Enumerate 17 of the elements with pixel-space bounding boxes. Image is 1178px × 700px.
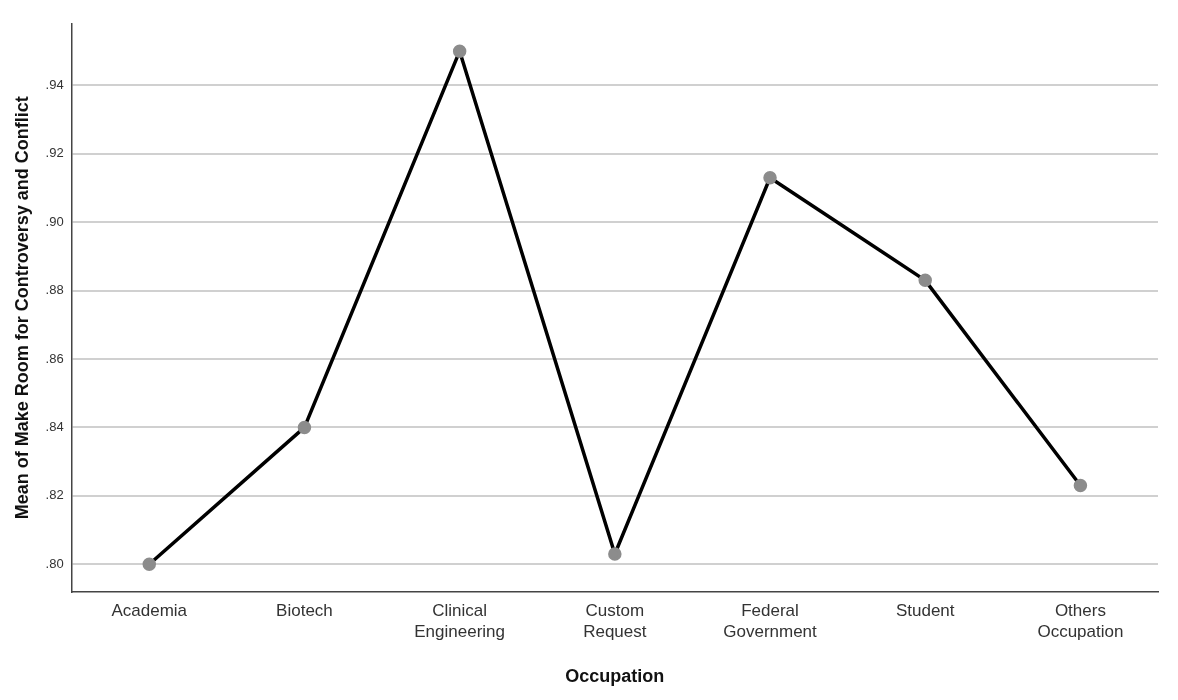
x-axis-title: Occupation (565, 666, 665, 687)
y-tick-label: .90 (45, 213, 64, 229)
y-tick-label: .80 (45, 555, 64, 571)
y-tick-label: .88 (45, 282, 64, 298)
y-tick-label: .92 (45, 145, 64, 161)
y-tick-label: .86 (45, 350, 64, 366)
y-tick-label: .84 (45, 418, 64, 434)
x-tick-label: Others Occupation (1037, 601, 1124, 641)
x-tick-label: Clinical Engineering (414, 601, 506, 641)
y-tick-label: .94 (45, 76, 64, 92)
y-axis-title: Mean of Make Room for Controversy and Conflict (11, 96, 32, 520)
y-tick-label: .82 (45, 487, 64, 503)
x-tick-label: Academia (111, 601, 188, 621)
x-tick-label: Custom Request (583, 601, 647, 641)
x-tick-label: Federal Government (723, 601, 818, 641)
x-tick-label: Biotech (276, 601, 333, 621)
x-tick-label: Student (895, 601, 955, 621)
